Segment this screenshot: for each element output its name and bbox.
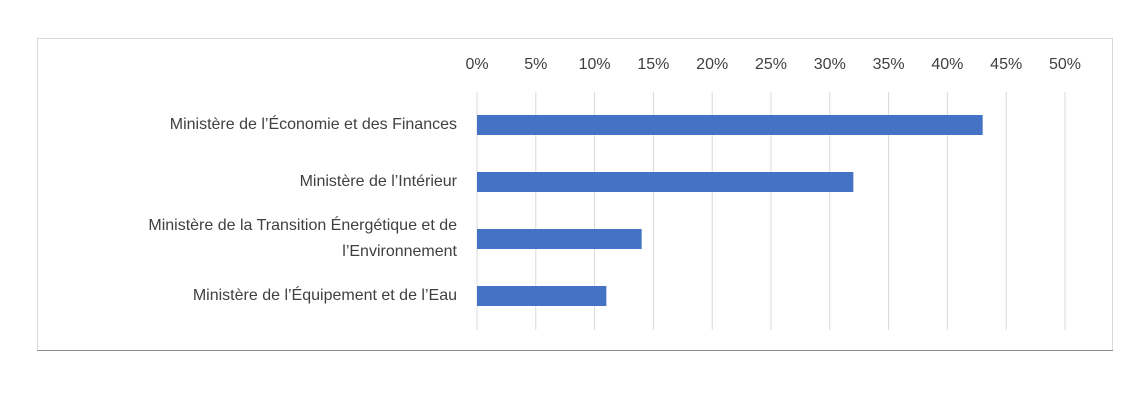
category-label: Ministère de l’Économie et des Finances bbox=[169, 116, 457, 133]
x-tick-label: 25% bbox=[755, 56, 787, 73]
x-tick-label: 15% bbox=[637, 56, 669, 73]
x-tick-label: 10% bbox=[579, 56, 611, 73]
x-tick-label: 20% bbox=[696, 56, 728, 73]
x-tick-label: 40% bbox=[931, 56, 963, 73]
bar bbox=[477, 115, 983, 135]
x-tick-label: 30% bbox=[814, 56, 846, 73]
x-tick-label: 45% bbox=[990, 56, 1022, 73]
category-label: Ministère de l’Intérieur bbox=[299, 173, 457, 190]
x-tick-label: 5% bbox=[524, 56, 547, 73]
x-tick-label: 35% bbox=[873, 56, 905, 73]
bar bbox=[477, 229, 642, 249]
bar bbox=[477, 172, 854, 192]
bar bbox=[477, 286, 607, 306]
x-tick-label: 0% bbox=[465, 56, 488, 73]
category-label: Ministère de l’Équipement et de l’Eau bbox=[192, 287, 457, 304]
category-label: Ministère de la Transition Énergétique e… bbox=[148, 217, 457, 260]
x-tick-label: 50% bbox=[1049, 56, 1081, 73]
